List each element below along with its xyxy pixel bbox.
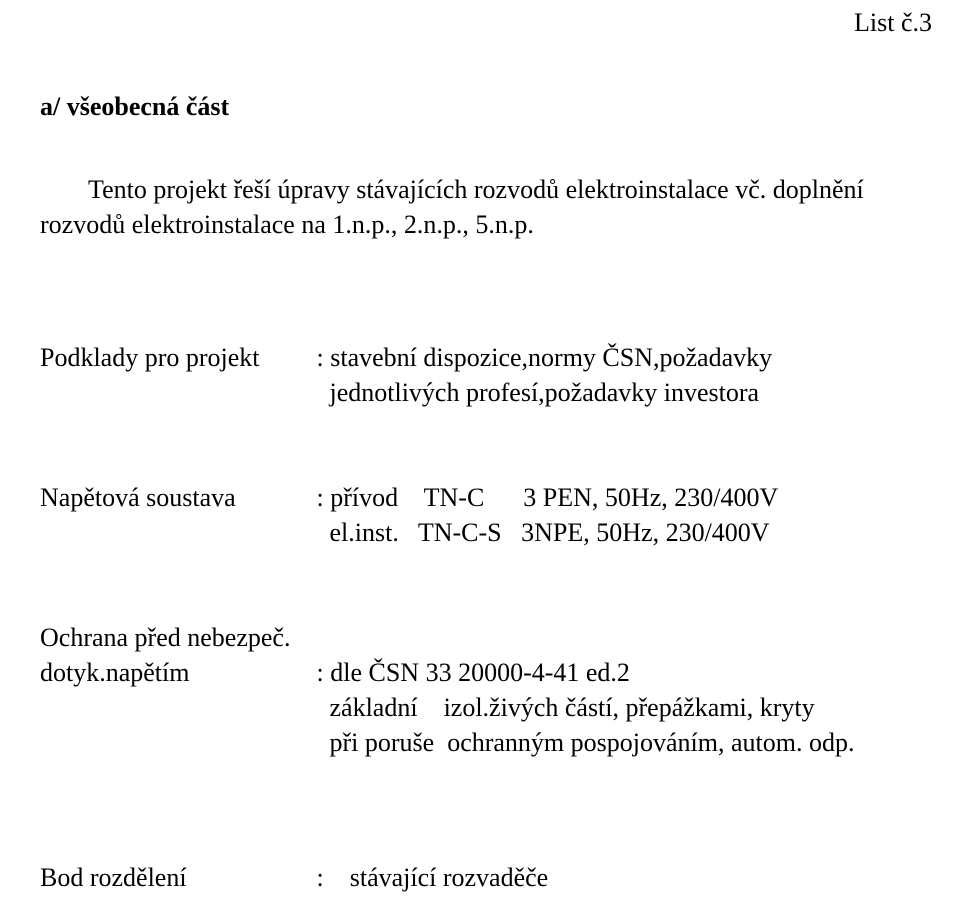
napetova-line-1: : přívod TN-C 3 PEN, 50Hz, 230/400V: [317, 480, 779, 515]
podklady-line-2: jednotlivých profesí,požadavky investora: [317, 375, 773, 410]
value-ochrana: : dle ČSN 33 20000-4-41 ed.2 základní iz…: [317, 655, 855, 760]
page: List č.3 a/ všeobecná část Tento projekt…: [0, 0, 960, 915]
label-napetova: Napětová soustava: [40, 480, 310, 515]
row-podklady: Podklady pro projekt : stavební dispozic…: [40, 340, 920, 410]
value-napetova: : přívod TN-C 3 PEN, 50Hz, 230/400V el.i…: [317, 480, 779, 550]
intro-line-2: rozvodů elektroinstalace na 1.n.p., 2.n.…: [40, 207, 920, 242]
bod-line-1: : stávající rozvaděče: [317, 860, 549, 895]
ochrana-line-2: základní izol.živých částí, přepážkami, …: [317, 690, 855, 725]
ochrana-line-3: při poruše ochranným pospojováním, autom…: [317, 725, 855, 760]
label-ochrana-line-1: Ochrana před nebezpeč.: [40, 620, 920, 655]
intro-line-1: Tento projekt řeší úpravy stávajících ro…: [40, 172, 920, 207]
value-podklady: : stavební dispozice,normy ČSN,požadavky…: [317, 340, 773, 410]
row-ochrana: Ochrana před nebezpeč. dotyk.napětím : d…: [40, 620, 920, 760]
napetova-line-2: el.inst. TN-C-S 3NPE, 50Hz, 230/400V: [317, 515, 779, 550]
label-ochrana-line-2: dotyk.napětím: [40, 655, 310, 690]
intro-paragraph: Tento projekt řeší úpravy stávajících ro…: [40, 172, 920, 242]
value-bod: : stávající rozvaděče: [317, 860, 549, 895]
label-podklady: Podklady pro projekt: [40, 340, 310, 375]
podklady-line-1: : stavební dispozice,normy ČSN,požadavky: [317, 340, 773, 375]
section-title: a/ všeobecná část: [40, 92, 229, 122]
page-number: List č.3: [854, 8, 932, 38]
label-bod: Bod rozdělení: [40, 860, 310, 895]
row-bod: Bod rozdělení : stávající rozvaděče: [40, 860, 920, 895]
ochrana-line-1: : dle ČSN 33 20000-4-41 ed.2: [317, 655, 855, 690]
row-napetova: Napětová soustava : přívod TN-C 3 PEN, 5…: [40, 480, 920, 550]
